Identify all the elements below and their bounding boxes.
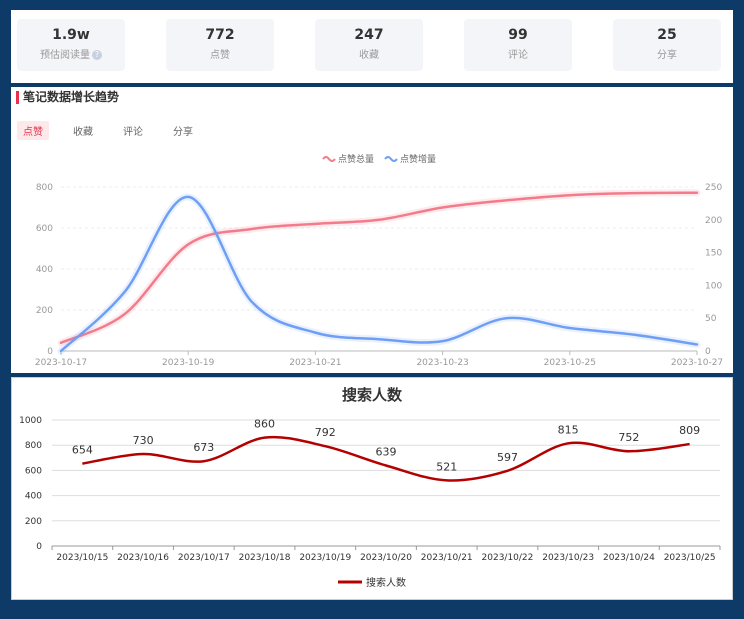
x-tick-label: 2023/10/18 bbox=[239, 553, 291, 563]
stat-label: 评论 bbox=[508, 50, 528, 61]
stats-panel: 1.9w 预估阅读量? 772 点赞 247 收藏 99 评论 25 分享 bbox=[11, 10, 733, 83]
y-tick-label: 0 bbox=[36, 542, 42, 552]
stat-label: 分享 bbox=[657, 50, 677, 61]
x-tick-label: 2023-10-21 bbox=[289, 358, 341, 368]
legend-label: 点赞总量 bbox=[338, 153, 374, 165]
data-label: 639 bbox=[376, 445, 397, 458]
stat-value: 99 bbox=[508, 27, 528, 43]
data-label: 809 bbox=[679, 424, 700, 437]
data-label: 597 bbox=[497, 451, 518, 464]
y-tick-label-left: 400 bbox=[36, 265, 53, 275]
search-chart: 搜索人数 0 200 400 600 800 1000 2023/10/15 2023/10/1… bbox=[19, 386, 721, 589]
series-line bbox=[59, 191, 699, 345]
y-tick-label: 1000 bbox=[19, 416, 42, 426]
x-tick-label: 2023/10/25 bbox=[664, 553, 716, 563]
stat-card-comments: 99 评论 bbox=[464, 19, 572, 71]
trend-panel: 笔记数据增长趋势 点赞 收藏 评论 分享 0 200 400 600 800 0 50 100… bbox=[11, 87, 733, 373]
series-glow bbox=[57, 189, 701, 347]
y-tick-label: 600 bbox=[25, 466, 42, 476]
data-label: 521 bbox=[436, 460, 457, 473]
x-tick-label: 2023-10-27 bbox=[671, 358, 723, 368]
y-tick-label-left: 600 bbox=[36, 224, 53, 234]
x-tick-label: 2023-10-25 bbox=[544, 358, 596, 368]
data-label: 752 bbox=[618, 431, 639, 444]
stat-value: 1.9w bbox=[52, 27, 90, 43]
y-tick-label-right: 150 bbox=[705, 249, 722, 259]
search-panel: 搜索人数 0 200 400 600 800 1000 2023/10/15 2023/10/1… bbox=[11, 377, 733, 600]
stat-value: 25 bbox=[657, 27, 677, 43]
y-tick-label: 200 bbox=[25, 517, 42, 527]
data-label: 815 bbox=[558, 423, 579, 436]
stat-card-favorites: 247 收藏 bbox=[315, 19, 423, 71]
legend-label: 点赞增量 bbox=[400, 153, 436, 165]
y-tick-label-right: 50 bbox=[705, 314, 717, 324]
stat-label: 点赞 bbox=[210, 50, 230, 61]
x-tick-label: 2023-10-23 bbox=[416, 358, 468, 368]
x-tick-label: 2023/10/20 bbox=[360, 553, 412, 563]
y-tick-label-left: 200 bbox=[36, 306, 53, 316]
y-tick-label-right: 100 bbox=[705, 281, 722, 291]
x-tick-label: 2023/10/22 bbox=[482, 553, 534, 563]
x-tick-label: 2023-10-19 bbox=[162, 358, 215, 368]
y-tick-label-right: 0 bbox=[705, 347, 711, 357]
legend-swatch bbox=[322, 156, 336, 162]
tab-shares[interactable]: 分享 bbox=[173, 127, 193, 138]
data-label: 654 bbox=[72, 444, 93, 457]
data-label: 792 bbox=[315, 426, 336, 439]
y-tick-label-left: 800 bbox=[36, 183, 53, 193]
y-tick-label-right: 250 bbox=[705, 183, 722, 193]
x-tick-label: 2023/10/15 bbox=[56, 553, 108, 563]
tab-comments[interactable]: 评论 bbox=[123, 127, 143, 138]
y-tick-label-right: 200 bbox=[705, 216, 722, 226]
data-label: 860 bbox=[254, 418, 275, 431]
stat-value: 772 bbox=[205, 27, 235, 43]
trend-chart: 0 200 400 600 800 0 50 100 150 200 250 2023-10-17 20… bbox=[35, 153, 723, 368]
section-title: 笔记数据增长趋势 bbox=[16, 91, 119, 104]
x-tick-label: 2023/10/23 bbox=[542, 553, 594, 563]
stat-card-reads: 1.9w 预估阅读量? bbox=[17, 19, 125, 71]
series-line bbox=[82, 435, 690, 482]
legend-swatch bbox=[384, 156, 398, 162]
stat-label: 预估阅读量 bbox=[40, 50, 90, 61]
x-tick-label: 2023/10/24 bbox=[603, 553, 655, 563]
tab-favorites[interactable]: 收藏 bbox=[73, 127, 93, 138]
x-tick-label: 2023/10/17 bbox=[178, 553, 230, 563]
data-label: 730 bbox=[133, 434, 154, 447]
stat-card-shares: 25 分享 bbox=[613, 19, 721, 71]
x-tick-label: 2023/10/16 bbox=[117, 553, 169, 563]
data-label: 673 bbox=[193, 441, 214, 454]
series-line bbox=[59, 195, 699, 353]
stat-label: 收藏 bbox=[359, 50, 379, 61]
legend-label: 搜索人数 bbox=[366, 576, 406, 589]
y-tick-label: 400 bbox=[25, 492, 42, 502]
y-tick-label-left: 0 bbox=[47, 347, 53, 357]
x-tick-label: 2023/10/19 bbox=[299, 553, 351, 563]
tab-likes[interactable]: 点赞 bbox=[17, 121, 49, 140]
stat-card-likes: 772 点赞 bbox=[166, 19, 274, 71]
question-circle-icon[interactable]: ? bbox=[92, 50, 102, 60]
chart-title: 搜索人数 bbox=[342, 386, 403, 404]
y-tick-label: 800 bbox=[25, 441, 42, 451]
x-tick-label: 2023-10-17 bbox=[35, 358, 87, 368]
stat-value: 247 bbox=[354, 27, 384, 43]
x-tick-label: 2023/10/21 bbox=[421, 553, 473, 563]
